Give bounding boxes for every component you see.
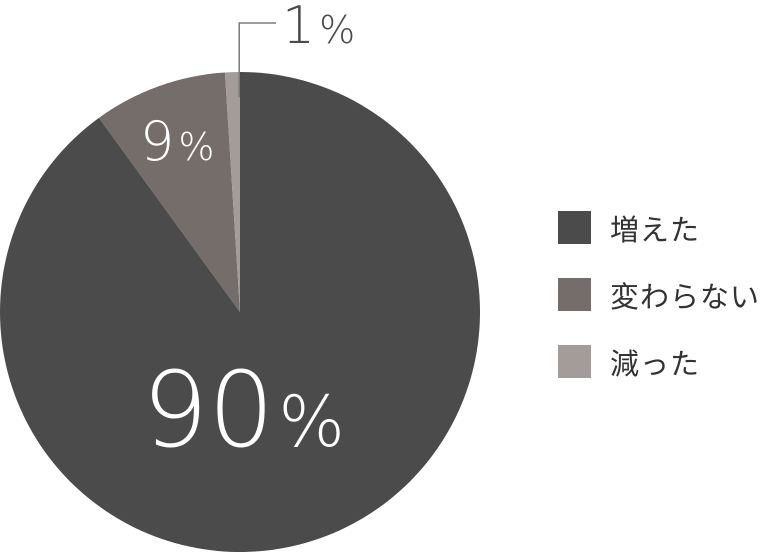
data-label-2: 1% (282, 0, 355, 56)
legend-swatch-unchanged (558, 278, 591, 311)
pie-slice-2 (224, 72, 240, 312)
legend-item-unchanged: 変わらない (558, 278, 760, 314)
legend-label: 増えた (610, 212, 701, 247)
data-label-0: 90% (142, 349, 345, 471)
legend: 増えた 変わらない 減った (558, 211, 760, 412)
legend-label: 減った (610, 346, 701, 381)
data-label-1: 9% (140, 110, 214, 173)
legend-swatch-increased (558, 211, 591, 244)
leader-line (238, 22, 276, 97)
legend-item-decreased: 減った (558, 345, 760, 381)
legend-label: 変わらない (610, 279, 761, 314)
pie-slice-1 (98, 72, 240, 312)
pie-slice-0 (0, 72, 480, 552)
legend-swatch-decreased (558, 345, 591, 378)
legend-item-increased: 増えた (558, 211, 760, 247)
